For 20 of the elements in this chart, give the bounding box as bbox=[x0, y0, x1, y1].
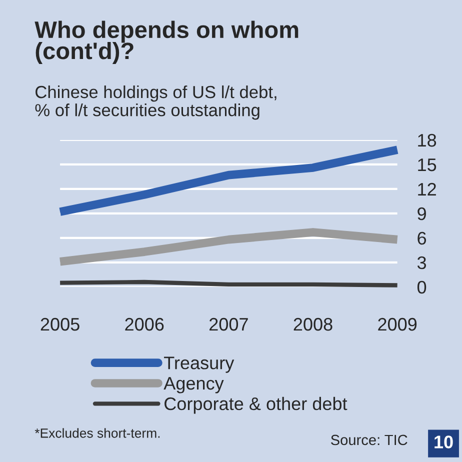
y-tick-label: 9 bbox=[418, 207, 426, 220]
chart-subtitle: Chinese holdings of US l/t debt, % of l/t securities outstanding bbox=[35, 85, 276, 120]
y-tick-label: 15 bbox=[418, 158, 436, 172]
legend-label: Corporate & other debt bbox=[164, 396, 348, 414]
source-note: Source: TIC bbox=[330, 434, 408, 446]
x-tick-label: 2008 bbox=[294, 318, 332, 331]
text: *Excludes short-term. bbox=[34, 428, 160, 438]
legend-label: Agency bbox=[164, 377, 224, 394]
y-tick-label: 0 bbox=[417, 280, 426, 294]
chart-title: Who depends on whom (cont'd)? bbox=[34, 20, 298, 64]
x-tick-label: 2005 bbox=[40, 318, 80, 331]
y-tick-label: 6 bbox=[418, 232, 426, 245]
x-tick-label: 2007 bbox=[210, 318, 248, 331]
y-tick-label: 12 bbox=[418, 182, 436, 196]
y-tick-label: 3 bbox=[417, 256, 426, 270]
legend-label: Treasury bbox=[164, 356, 234, 373]
x-tick-label: 2006 bbox=[125, 318, 164, 331]
x-tick-label: 2009 bbox=[378, 318, 417, 331]
text: 10 bbox=[434, 436, 453, 448]
y-tick-label: 18 bbox=[418, 134, 436, 147]
